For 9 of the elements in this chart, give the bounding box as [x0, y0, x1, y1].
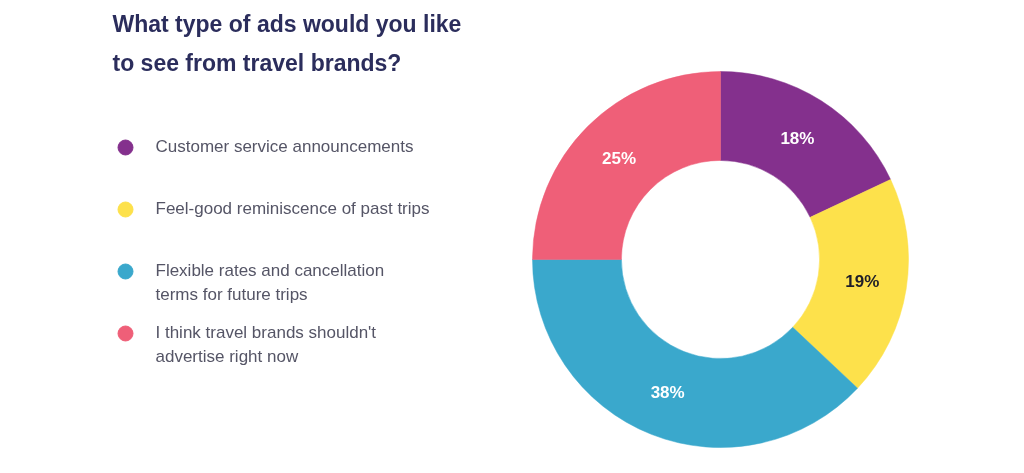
legend-label: Feel-good reminiscence of past trips — [155, 198, 430, 218]
data-label: 38% — [650, 383, 685, 403]
data-label: 19% — [845, 272, 880, 292]
legend-label: Flexible rates and cancellation terms for future trips — [155, 260, 385, 305]
legend-label: Customer service announcements — [155, 136, 414, 156]
data-label: 25% — [601, 148, 637, 168]
legend-label: I think travel brands shouldn't advertise right now — [155, 322, 377, 367]
chart-title: What type of ads would you like to see from travel brands? — [112, 10, 462, 76]
data-label: 18% — [780, 128, 815, 148]
